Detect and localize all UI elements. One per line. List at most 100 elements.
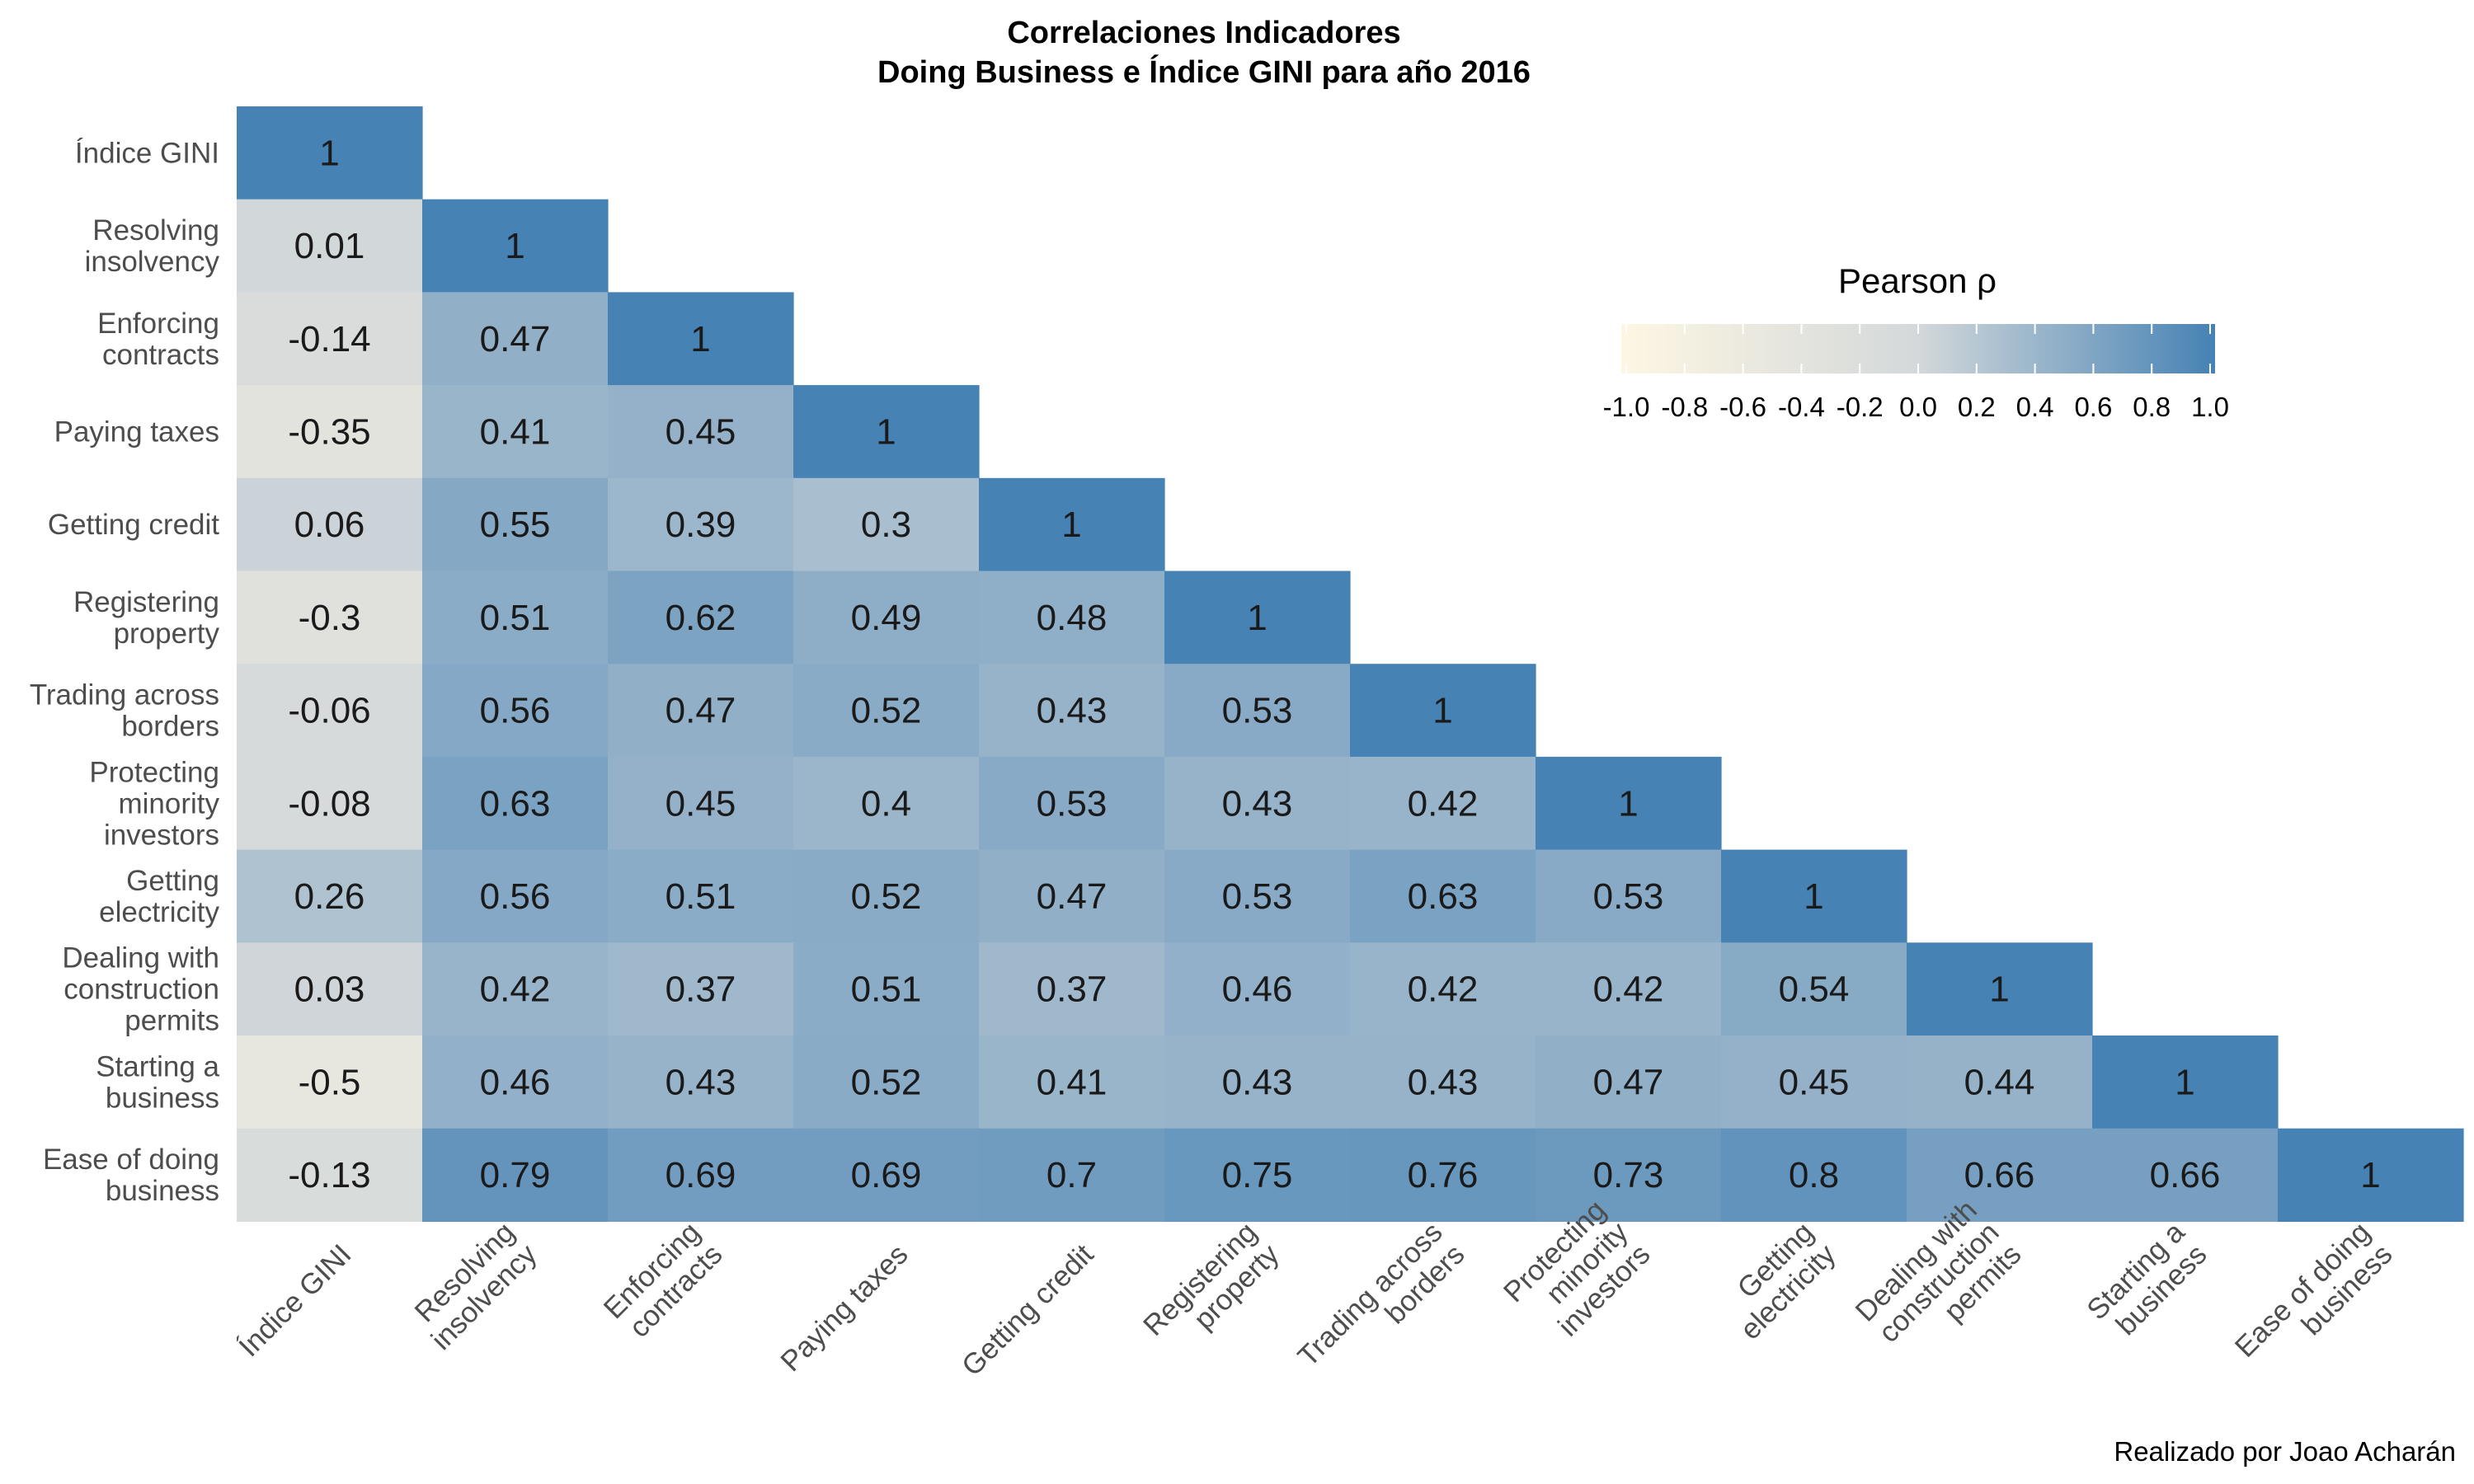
chart-title-line1: Correlaciones Indicadores (1007, 16, 1400, 50)
heatmap-cell (1350, 1036, 1536, 1129)
column-label: Gettingelectricity (1712, 1216, 1842, 1346)
row-label: Protecting minority investors (89, 756, 219, 851)
column-label: Ease of doingbusiness (2229, 1216, 2399, 1386)
heatmap-cell (2092, 1128, 2279, 1222)
heatmap-cell (237, 664, 423, 758)
cell-value-label: 0.4 (861, 783, 911, 824)
heatmap-cell (608, 477, 794, 572)
cell-value-label: 0.7 (1047, 1155, 1097, 1195)
cell-value-label: 0.55 (480, 505, 551, 545)
heatmap-cell (422, 942, 609, 1036)
heatmap-cell (422, 571, 609, 665)
cell-value-label: 1 (1804, 876, 1823, 917)
heatmap-cell (1164, 1036, 1351, 1129)
cell-value-label: 1 (505, 226, 524, 266)
cell-value-label: 1 (1618, 783, 1638, 824)
heatmap-cell (793, 385, 980, 479)
cell-value-label: 0.47 (1593, 1062, 1664, 1102)
cell-value-label: 0.53 (1222, 691, 1293, 731)
heatmap-cell (608, 664, 794, 758)
cell-value-label: 0.76 (1408, 1155, 1479, 1195)
legend-tick-label: -0.4 (1778, 392, 1825, 422)
cell-value-label: 0.63 (1408, 876, 1479, 917)
heatmap-cell (608, 385, 794, 479)
legend-tick-label: -0.2 (1837, 392, 1884, 422)
heatmap-cell (1164, 756, 1351, 851)
heatmap-cell (1536, 1036, 1722, 1129)
legend-tick-label: 1.0 (2191, 392, 2229, 422)
cell-value-label: 0.42 (480, 970, 551, 1010)
heatmap-cell (237, 571, 423, 665)
column-label: Registeringproperty (1137, 1216, 1286, 1364)
cell-value-label: -0.14 (288, 319, 370, 359)
heatmap-cell (793, 477, 980, 572)
chart-caption: Realizado por Joao Acharán (2114, 1436, 2456, 1467)
row-label: Índice GINI (75, 137, 219, 169)
legend-tick-label: 0.4 (2016, 392, 2054, 422)
legend-tick-label: -0.8 (1661, 392, 1708, 422)
cell-value-label: -0.5 (299, 1062, 361, 1102)
cell-value-label: 1 (2175, 1062, 2194, 1102)
cell-value-label: 0.48 (1037, 598, 1108, 638)
heatmap-cell (1164, 942, 1351, 1036)
cell-value-label: 0.26 (294, 876, 365, 917)
cell-value-label: 0.41 (480, 411, 551, 452)
heatmap-cell (2278, 1128, 2464, 1222)
cell-value-label: 0.79 (480, 1155, 551, 1195)
heatmap-cell (1721, 942, 1907, 1036)
heatmap-cell (979, 942, 1165, 1036)
heatmap-cell (422, 664, 609, 758)
cell-value-label: 0.52 (851, 876, 922, 917)
legend-tick-label: 0.2 (1958, 392, 1996, 422)
column-label: Paying taxes (774, 1238, 914, 1378)
cell-value-label: 0.47 (480, 319, 551, 359)
cell-value-label: 0.52 (851, 1062, 922, 1102)
heatmap-cell (1721, 1036, 1907, 1129)
heatmap-cell (422, 477, 609, 572)
heatmap-cell (979, 664, 1165, 758)
cell-value-label: 0.56 (480, 691, 551, 731)
heatmap-cell (793, 942, 980, 1036)
chart-title-line2: Doing Business e Índice GINI para año 20… (877, 54, 1531, 90)
heatmap-cell (1721, 1128, 1907, 1222)
cell-value-label: -0.35 (288, 411, 370, 452)
heatmap-cell (1164, 1128, 1351, 1222)
cell-value-label: 0.43 (1037, 691, 1108, 731)
cell-value-label: 0.8 (1789, 1155, 1839, 1195)
row-label: Paying taxes (54, 416, 219, 448)
cell-value-label: 1 (319, 133, 339, 173)
cell-value-label: 0.53 (1037, 783, 1108, 824)
heatmap-cell (608, 756, 794, 851)
cell-value-label: 0.52 (851, 691, 922, 731)
column-label: Resolvinginsolvency (403, 1216, 543, 1356)
cell-value-label: 0.43 (1222, 783, 1293, 824)
column-label: Enforcingcontracts (598, 1216, 729, 1347)
heatmap-cell (979, 477, 1165, 572)
cell-value-label: 0.51 (851, 970, 922, 1010)
heatmap-cell (608, 292, 794, 386)
heatmap-cells (237, 106, 2464, 1222)
cell-value-label: 0.51 (480, 598, 551, 638)
cell-value-label: 0.54 (1779, 970, 1850, 1010)
cell-value-label: 0.62 (666, 598, 736, 638)
cell-value-label: -0.13 (288, 1155, 370, 1195)
heatmap-cell (1721, 849, 1907, 943)
heatmap-cell (1907, 1128, 2093, 1222)
heatmap-cell (1350, 849, 1536, 943)
cell-value-label: 0.56 (480, 876, 551, 917)
cell-value-label: 0.46 (1222, 970, 1293, 1010)
heatmap-cell (1907, 1036, 2093, 1129)
heatmap-cell (1164, 664, 1351, 758)
heatmap-cell (237, 1128, 423, 1222)
heatmap-cell (1536, 756, 1722, 851)
heatmap-cell (422, 756, 609, 851)
cell-value-label: 0.73 (1593, 1155, 1664, 1195)
column-label: Starting abusiness (2081, 1216, 2213, 1349)
heatmap-cell (979, 1128, 1165, 1222)
cell-value-label: 1 (876, 411, 896, 452)
cell-value-label: 0.01 (294, 226, 365, 266)
cell-value-label: 0.45 (666, 783, 736, 824)
heatmap-cell (608, 942, 794, 1036)
heatmap-cell (422, 385, 609, 479)
